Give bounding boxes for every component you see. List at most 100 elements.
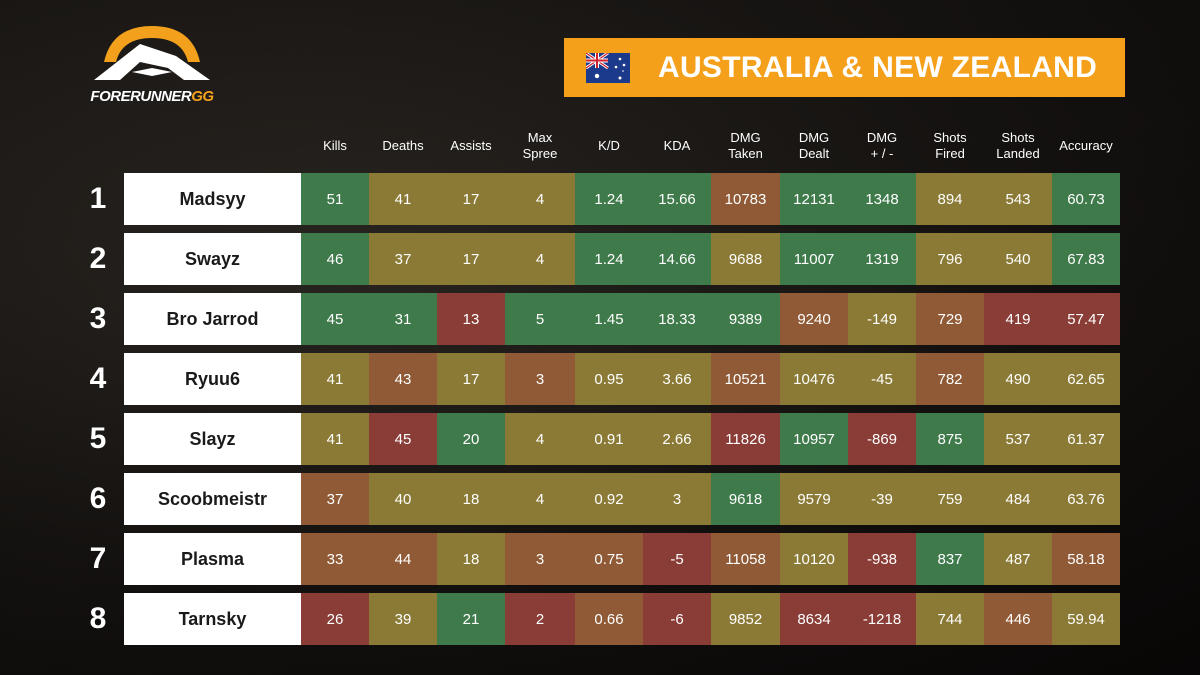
player-name: Madsyy [124,173,301,225]
logo-name-accent: GG [191,88,214,105]
column-header-line2: Fired [935,146,965,161]
stat-cell: 4 [505,233,575,285]
stat-cell: 875 [916,413,984,465]
stat-cell: 729 [916,293,984,345]
stat-cell: 10783 [711,173,780,225]
stat-cell: 1.24 [575,233,643,285]
stat-cell: 1.45 [575,293,643,345]
stat-cell: 1319 [848,233,916,285]
stat-cell: 26 [301,593,369,645]
column-header-line1: DMG [730,130,761,145]
column-header-line1: DMG [866,130,898,145]
forerunner-logo: FORERUNNERGG [72,22,232,117]
stat-cell: 15.66 [643,173,711,225]
region-title: AUSTRALIA & NEW ZEALAND [658,50,1098,84]
column-header: Deaths [369,126,437,166]
stat-cell: 540 [984,233,1052,285]
column-header: Accuracy [1052,126,1120,166]
rank-number: 1 [89,182,107,215]
column-header: Shots Fired [916,126,984,166]
stat-cell: 12131 [780,173,848,225]
column-header: DMG Taken [711,126,780,166]
stat-cell: 13 [437,293,505,345]
stat-cell: 67.83 [1052,233,1120,285]
stat-cell: 20 [437,413,505,465]
stat-cell: 2.66 [643,413,711,465]
stat-cell: 490 [984,353,1052,405]
stat-cell: -45 [848,353,916,405]
stat-cell: 3.66 [643,353,711,405]
column-header-line1: K/D [598,138,620,153]
player-name: Swayz [124,233,301,285]
stat-cell: 57.47 [1052,293,1120,345]
stat-cell: 3 [643,473,711,525]
column-header-line1: Assists [450,138,492,153]
stat-cell: 33 [301,533,369,585]
stat-cell: 5 [505,293,575,345]
stat-cell: 4 [505,473,575,525]
stat-cell: 484 [984,473,1052,525]
australia-flag-icon [586,52,630,83]
stat-cell: 10120 [780,533,848,585]
stat-cell: 39 [369,593,437,645]
column-header-line2: Landed [996,146,1040,161]
stat-cell: 37 [301,473,369,525]
stat-cell: 759 [916,473,984,525]
logo-name-main: FORERUNNER [90,88,192,105]
stat-cell: 537 [984,413,1052,465]
stat-cell: 17 [437,173,505,225]
column-header: Max Spree [505,126,575,166]
stat-cell: 41 [301,413,369,465]
stat-cell: 41 [369,173,437,225]
stat-cell: -149 [848,293,916,345]
column-header-line1: KDA [663,138,691,153]
stat-cell: 9389 [711,293,780,345]
stat-cell: -1218 [848,593,916,645]
stat-cell: 446 [984,593,1052,645]
stat-cell: 46 [301,233,369,285]
stat-cell: 10476 [780,353,848,405]
stat-cell: 3 [505,353,575,405]
region-banner: AUSTRALIA & NEW ZEALAND [564,38,1125,97]
stat-cell: 61.37 [1052,413,1120,465]
stat-cell: 744 [916,593,984,645]
column-header: Kills [301,126,369,166]
rank-number: 6 [89,482,107,515]
stat-cell: 31 [369,293,437,345]
player-name: Slayz [124,413,301,465]
stat-cell: 0.75 [575,533,643,585]
column-header: Shots Landed [984,126,1052,166]
player-name: Ryuu6 [124,353,301,405]
stat-cell: 14.66 [643,233,711,285]
stat-cell: 0.66 [575,593,643,645]
stat-cell: 10521 [711,353,780,405]
stat-cell: 44 [369,533,437,585]
column-header: DMG + / - [848,126,916,166]
stat-cell: 9240 [780,293,848,345]
stat-cell: 11058 [711,533,780,585]
column-header: DMG Dealt [780,126,848,166]
stat-cell: 0.91 [575,413,643,465]
rank-number: 2 [89,242,107,275]
rank-number: 4 [89,362,107,395]
stat-cell: 11007 [780,233,848,285]
column-header-line2: + / - [870,146,894,161]
stat-cell: 894 [916,173,984,225]
column-header: K/D [575,126,643,166]
column-header-line2: Dealt [798,146,830,161]
stat-cell: 543 [984,173,1052,225]
column-header-line2: Taken [728,146,763,161]
stat-cell: 18.33 [643,293,711,345]
column-header-line1: Kills [323,138,347,153]
stat-cell: -6 [643,593,711,645]
stat-cell: 11826 [711,413,780,465]
column-header-line1: DMG [798,130,830,145]
stat-cell: 59.94 [1052,593,1120,645]
stat-cell: 41 [301,353,369,405]
stat-cell: 4 [505,173,575,225]
column-header-line1: Shots [1001,130,1035,145]
stat-cell: 51 [301,173,369,225]
player-name: Scoobmeistr [124,473,301,525]
column-header-line1: Shots [933,130,967,145]
stat-cell: 9579 [780,473,848,525]
